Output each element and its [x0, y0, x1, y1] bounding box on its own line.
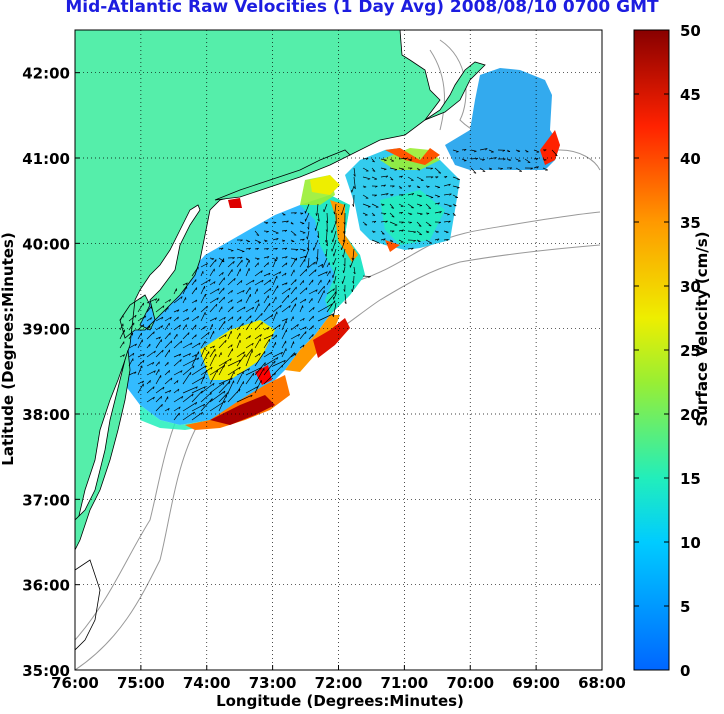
colorbar-tick-label: 50: [680, 22, 701, 40]
y-tick-label: 42:00: [22, 65, 70, 83]
colorbar-label: Surface Velocity (cm/s): [693, 231, 711, 427]
y-tick-label: 35:00: [22, 662, 70, 680]
outer-banks: [75, 559, 101, 651]
chart-title: Mid-Atlantic Raw Velocities (1 Day Avg) …: [65, 0, 659, 17]
colorbar-tick-label: 15: [680, 470, 701, 488]
colorbar-tick-label: 0: [680, 662, 690, 680]
colorbar-tick-label: 45: [680, 86, 701, 104]
delmarva: [75, 349, 131, 551]
colorbar: [633, 29, 670, 671]
y-tick-label: 41:00: [22, 150, 70, 168]
y-tick-label: 38:00: [22, 406, 70, 424]
x-tick-label: 73:00: [249, 674, 297, 692]
colorbar-tick-label: 5: [680, 598, 690, 616]
velocity-field: [118, 68, 560, 430]
x-axis-label: Longitude (Degrees:Minutes): [216, 692, 464, 710]
colorbar-tick-label: 40: [680, 150, 701, 168]
cape-cod: [424, 61, 486, 121]
y-tick-label: 40:00: [22, 235, 70, 253]
colorbar-tick-label: 35: [680, 214, 701, 232]
ns-patch: [445, 68, 560, 170]
y-axis: 42:00 41:00 40:00 39:00 38:00 37:00 36:00 35:00: [22, 65, 80, 680]
velocity-vectors: [119, 148, 558, 421]
x-tick-label: 70:00: [446, 674, 494, 692]
y-tick-label: 37:00: [22, 491, 70, 509]
x-tick-label: 72:00: [315, 674, 363, 692]
colorbar-tick-label: 25: [680, 342, 701, 360]
y-axis-label: Latitude (Degrees:Minutes): [0, 232, 17, 466]
grid-lines: [75, 30, 602, 670]
long-island: [214, 149, 351, 201]
x-tick-label: 68:00: [578, 674, 626, 692]
x-tick-label: 71:00: [381, 674, 429, 692]
mab-patch: [118, 195, 365, 425]
x-axis: 76:00 75:00 74:00 73:00 72:00 71:00 70:00 69:00…: [51, 665, 626, 692]
colorbar-tick-label: 30: [680, 278, 701, 296]
x-tick-label: 69:00: [512, 674, 560, 692]
x-tick-label: 74:00: [183, 674, 231, 692]
y-tick-label: 39:00: [22, 321, 70, 339]
x-tick-label: 76:00: [51, 674, 99, 692]
colorbar-tick-label: 10: [680, 534, 701, 552]
y-tick-label: 36:00: [22, 577, 70, 595]
x-tick-label: 75:00: [117, 674, 165, 692]
colorbar-tick-label: 20: [680, 406, 701, 424]
